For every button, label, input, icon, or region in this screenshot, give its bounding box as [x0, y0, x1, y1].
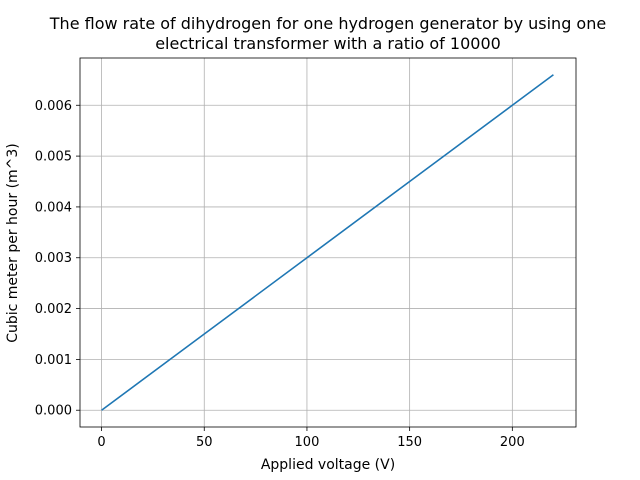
x-axis-label: Applied voltage (V) [261, 457, 395, 473]
x-tick-label: 100 [295, 435, 320, 450]
y-axis-label: Cubic meter per hour (m^3) [5, 143, 21, 343]
y-axis-ticks: 0.000 0.001 0.002 0.003 0.004 0.005 0.006 [35, 99, 80, 419]
series-layer [102, 75, 554, 410]
y-tick-label: 0.002 [35, 302, 72, 317]
x-tick-label: 150 [397, 435, 422, 450]
y-tick-label: 0.005 [35, 150, 72, 165]
x-tick-label: 200 [500, 435, 525, 450]
x-axis-ticks: 0 50 100 150 200 [97, 427, 524, 450]
chart-title-line-1: The flow rate of dihydrogen for one hydr… [49, 14, 606, 33]
x-tick-label: 0 [97, 435, 105, 450]
chart-title-line-2: electrical transformer with a ratio of 1… [155, 34, 501, 53]
y-tick-label: 0.004 [35, 200, 72, 215]
y-tick-label: 0.006 [35, 99, 72, 114]
y-tick-label: 0.003 [35, 251, 72, 266]
x-tick-label: 50 [196, 435, 213, 450]
y-tick-label: 0.001 [35, 353, 72, 368]
y-tick-label: 0.000 [35, 404, 72, 419]
series-line [102, 75, 554, 410]
